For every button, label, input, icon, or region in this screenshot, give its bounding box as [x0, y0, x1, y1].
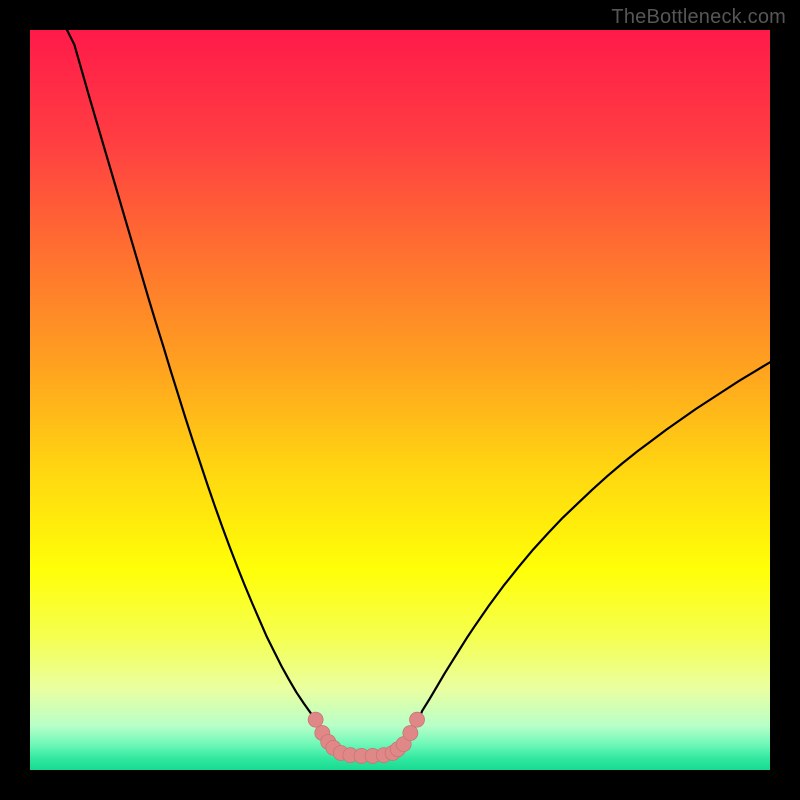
curve-marker — [410, 712, 425, 727]
curve-marker — [403, 726, 418, 741]
gradient-background — [30, 30, 770, 770]
bottleneck-chart — [30, 30, 770, 770]
curve-marker — [308, 712, 323, 727]
watermark-text: TheBottleneck.com — [611, 6, 786, 29]
